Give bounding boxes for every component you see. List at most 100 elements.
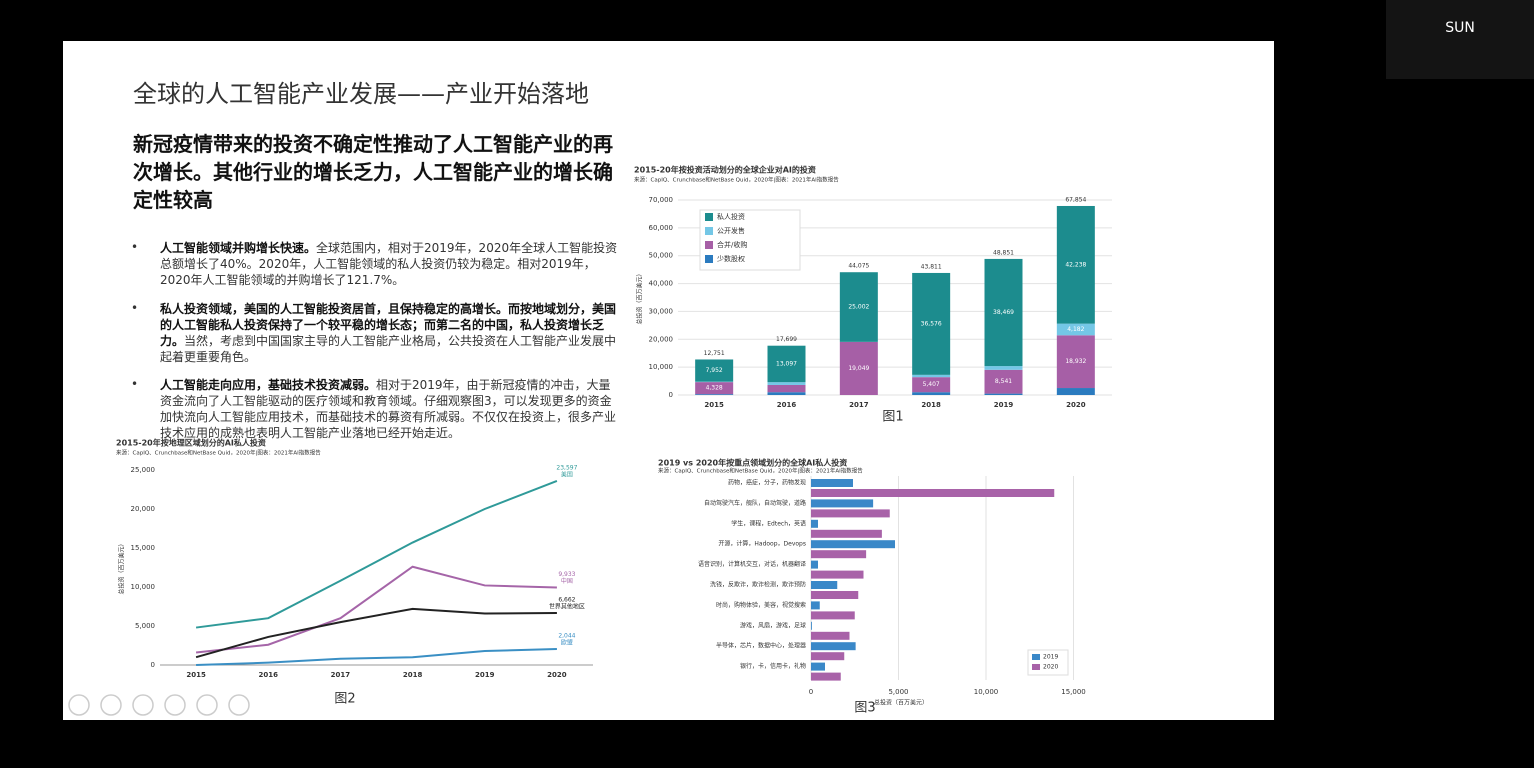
y-tick-label: 30,000: [649, 307, 674, 315]
category-label: 开源，计算，Hadoop，Devops: [718, 540, 806, 548]
bar-segment: [839, 272, 878, 342]
bullet-dot: •: [131, 301, 139, 315]
end-series-label: 美国: [561, 470, 573, 478]
bar-segment: [984, 393, 1023, 395]
bar: [811, 519, 818, 528]
y-tick-label: 5,000: [135, 622, 155, 630]
zoom-button[interactable]: [196, 694, 218, 716]
x-tick-label: 2016: [259, 671, 279, 679]
x-axis-label: 总投资（百万美元）: [874, 699, 928, 707]
y-axis-label: 总投资（百万美元）: [636, 270, 644, 324]
bar-segment: [1056, 388, 1095, 395]
x-tick-label: 2017: [331, 671, 351, 679]
y-tick-label: 40,000: [649, 280, 674, 288]
bar: [811, 611, 855, 620]
bar-segment: [695, 359, 734, 382]
end-series-label: 中国: [561, 577, 573, 585]
end-value-label: 2,044: [558, 633, 575, 640]
bar-segment: [695, 382, 734, 395]
bullet-lead: 人工智能领域并购增长快速。: [160, 241, 317, 255]
total-label: 43,811: [921, 263, 942, 270]
bullet-text: 当然，考虑到中国国家主导的人工智能产业格局，公共投资在人工智能产业发展中起着更重…: [160, 334, 617, 364]
bullet-lead: 私人投资领域，美国的人工智能投资居首，且保持稳定的高增长。而按地域划分，美国的人…: [160, 302, 617, 348]
x-tick-label: 2019: [994, 401, 1014, 409]
legend-swatch: [705, 213, 713, 221]
line: [196, 648, 557, 666]
user-tile: SUN: [1386, 0, 1534, 79]
bar: [811, 662, 825, 671]
prev-button[interactable]: [68, 694, 90, 716]
category-label: 时尚，购物体验，美容，视觉搜索: [716, 601, 806, 609]
y-tick-label: 0: [151, 661, 155, 669]
category-label: 自动驾驶汽车，舰队，自动驾驶，道路: [704, 499, 806, 507]
x-tick-label: 0: [809, 688, 813, 696]
x-tick-label: 2016: [777, 401, 797, 409]
x-tick-label: 2019: [475, 671, 495, 679]
figure-caption: 图3: [854, 701, 875, 716]
slide-heading: 新冠疫情带来的投资不确定性推动了人工智能产业的再次增长。其他行业的增长乏力，人工…: [133, 132, 613, 212]
category-label: 洗钱，反欺诈，欺诈检测，欺诈预防: [710, 581, 806, 589]
bullet-lead: 人工智能走向应用，基础技术投资减弱。: [160, 378, 377, 392]
legend-label: 2020: [1043, 664, 1058, 671]
legend-swatch: [705, 227, 713, 235]
bar: [811, 489, 1055, 497]
end-value-label: 9,933: [558, 571, 575, 578]
total-label: 17,699: [776, 336, 797, 343]
bullet: 人工智能走向应用，基础技术投资减弱。相对于2019年，由于新冠疫情的冲击，大量资…: [160, 377, 618, 441]
legend-label: 公开发售: [717, 226, 745, 235]
more-button[interactable]: [228, 694, 250, 716]
bar-segment: [912, 374, 951, 378]
bar-segment: [984, 369, 1023, 394]
y-tick-label: 60,000: [649, 224, 674, 232]
slides-button[interactable]: [164, 694, 186, 716]
pen-button[interactable]: [132, 694, 154, 716]
y-tick-label: 25,000: [131, 466, 156, 474]
category-label: 药物，癌症，分子，药物发现: [728, 479, 806, 487]
x-tick-label: 5,000: [888, 688, 908, 696]
bar: [811, 509, 890, 518]
category-label: 游戏，风扇，游戏，足球: [740, 621, 806, 629]
total-label: 12,751: [704, 350, 725, 357]
legend-box: [699, 209, 801, 271]
line: [195, 480, 558, 629]
x-tick-label: 2018: [403, 671, 423, 679]
bar: [811, 652, 845, 661]
x-tick-label: 2020: [547, 671, 567, 679]
data-label: 25,002: [848, 304, 869, 311]
y-tick-label: 0: [669, 391, 673, 399]
slide-title: 全球的人工智能产业发展——产业开始落地: [133, 80, 589, 108]
bar-segment: [767, 382, 806, 385]
chart-title: 2015-20年按投资活动划分的全球企业对AI的投资: [634, 165, 816, 175]
bar-segment: [767, 384, 806, 393]
bullet-text: 相对于2019年，由于新冠疫情的冲击，大量资金流向了人工智能驱动的医疗领域和教育…: [160, 378, 617, 440]
chart-source: 来源：CapIQ、Crunchbase和NetBase Quid，2020年|图…: [116, 449, 321, 457]
chart-source: 来源：CapIQ、Crunchbase和NetBase Quid，2020年|图…: [658, 467, 863, 475]
chart-source: 来源：CapIQ、Crunchbase和NetBase Quid，2020年|图…: [634, 176, 839, 184]
y-tick-label: 10,000: [649, 363, 674, 371]
legend-label: 合并/收购: [717, 240, 747, 249]
user-name: SUN: [1445, 20, 1475, 36]
bar-segment: [839, 341, 878, 395]
category-label: 银行，卡，信用卡，礼物: [740, 662, 806, 670]
total-label: 67,854: [1065, 196, 1086, 203]
legend-label: 2019: [1043, 654, 1058, 661]
category-label: 语音识别，计算机交互，对话，机器翻译: [698, 560, 806, 568]
next-button[interactable]: [100, 694, 122, 716]
bullet: 人工智能领域并购增长快速。全球范围内，相对于2019年，2020年全球人工智能投…: [160, 240, 618, 288]
data-label: 19,049: [848, 365, 869, 372]
data-label: 5,407: [923, 381, 940, 388]
data-label: 18,932: [1065, 358, 1086, 365]
bar-segment: [767, 392, 806, 395]
bar: [811, 529, 882, 538]
x-tick-label: 2015: [704, 401, 724, 409]
bar-segment: [984, 366, 1023, 370]
bar-segment: [1056, 205, 1095, 324]
category-label: 学生，课程，Edtech，英语: [731, 519, 806, 527]
data-label: 13,097: [776, 360, 797, 367]
legend-swatch: [1032, 654, 1040, 660]
data-label: 4,328: [706, 385, 723, 392]
x-tick-label: 2018: [921, 401, 941, 409]
end-series-label: 欧盟: [561, 639, 573, 647]
